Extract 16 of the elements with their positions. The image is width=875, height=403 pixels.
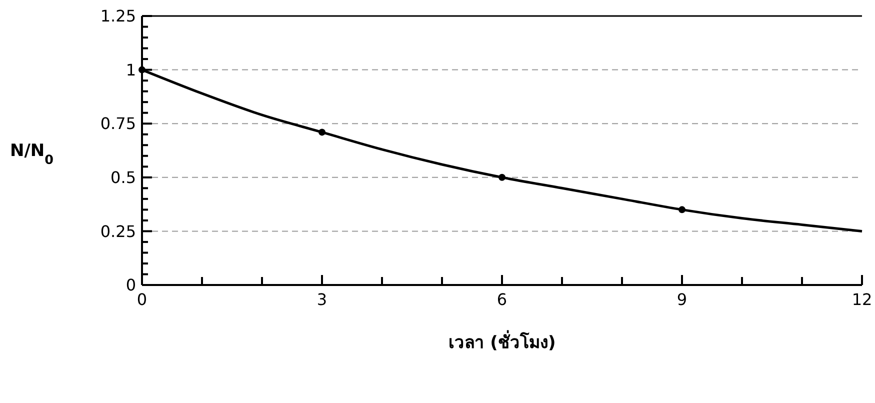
x-axis-title: เวลา (ชั่วโมง) (448, 330, 556, 353)
y-tick-label: 0.75 (100, 114, 136, 134)
point (498, 174, 506, 181)
y-axis-title: N/N$_{0}$ (10, 140, 54, 168)
x-tick-label: 9 (676, 290, 688, 309)
y-tick-label: 1.25 (100, 6, 136, 26)
y-tick-label: 0 (126, 276, 136, 295)
y-tick-label: 0.5 (110, 168, 136, 187)
x-tick-label: 12 (852, 290, 872, 309)
x-tick-label: 3 (316, 290, 328, 309)
y-tick-label: 0.25 (100, 222, 136, 241)
point (678, 206, 686, 214)
point (138, 66, 146, 74)
x-tick-label: 6 (496, 290, 508, 309)
y-tick-label: 1 (126, 60, 136, 80)
point (318, 128, 326, 136)
